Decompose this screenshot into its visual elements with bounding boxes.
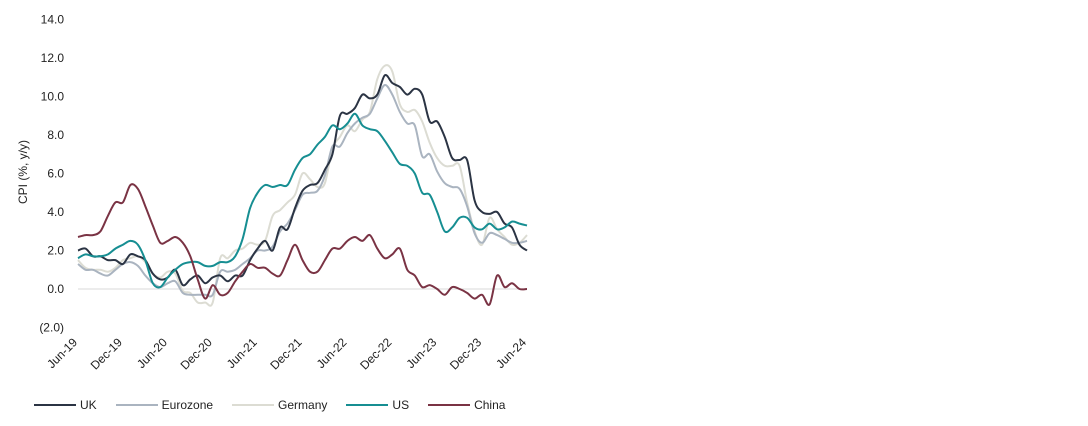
x-tick-label: Jun-23	[403, 335, 439, 371]
legend-swatch	[115, 404, 158, 406]
y-tick-label: 0.0	[47, 282, 64, 296]
series-line-germany	[77, 64, 528, 307]
y-tick-label: 6.0	[47, 167, 64, 181]
legend-swatch	[34, 404, 76, 406]
series-line-china	[77, 183, 528, 306]
legend-label: China	[474, 398, 506, 412]
series-lines	[77, 64, 528, 307]
y-axis-title-group: CPI (%, y/y)	[16, 140, 30, 204]
x-tick-label: Jun-21	[224, 335, 260, 371]
x-tick-label: Dec-21	[267, 335, 304, 372]
y-tick-label: 10.0	[41, 90, 65, 104]
legend-item-china: China	[428, 398, 505, 412]
series-line-uk	[77, 74, 528, 287]
legend-swatch	[428, 404, 471, 406]
legend: UK Eurozone Germany US China	[34, 397, 524, 413]
series-line-us	[77, 112, 528, 289]
legend-swatch	[346, 404, 389, 406]
y-tick-label: 14.0	[41, 13, 65, 27]
y-tick-label: 8.0	[47, 128, 64, 142]
legend-label: Eurozone	[161, 398, 214, 412]
legend-item-eurozone: Eurozone	[115, 398, 214, 412]
legend-swatch	[232, 404, 275, 406]
legend-label: UK	[80, 398, 97, 412]
legend-item-us: US	[346, 398, 409, 412]
x-tick-label: Dec-22	[357, 335, 394, 372]
x-tick-label: Jun-19	[44, 335, 80, 371]
legend-item-germany: Germany	[232, 398, 327, 412]
x-tick-label: Jun-20	[134, 335, 170, 371]
legend-label: US	[392, 398, 410, 412]
x-tick-label: Dec-19	[88, 335, 125, 372]
y-tick-label: 12.0	[41, 51, 65, 65]
y-tick-label: 4.0	[47, 205, 64, 219]
x-tick-label: Jun-24	[493, 335, 529, 371]
y-axis-tick-labels: (2.0) 0.0 2.0 4.0 6.0 8.0 10.0 12.0 14.0	[39, 13, 64, 335]
x-tick-label: Dec-20	[178, 335, 215, 372]
y-axis-title: CPI (%, y/y)	[16, 140, 30, 204]
y-tick-label: (2.0)	[39, 321, 64, 335]
x-tick-label: Dec-23	[447, 335, 484, 372]
legend-item-uk: UK	[34, 398, 97, 412]
x-axis-tick-labels: Jun-19 Dec-19 Jun-20 Dec-20 Jun-21 Dec-21 Jun-…	[44, 335, 529, 372]
x-tick-label: Jun-22	[314, 335, 350, 371]
legend-label: Germany	[278, 398, 328, 412]
y-tick-label: 2.0	[47, 244, 64, 258]
